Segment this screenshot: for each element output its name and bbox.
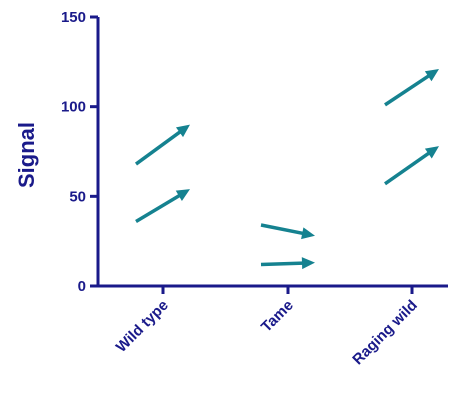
arrow-shaft (383, 151, 431, 186)
arrow-head (424, 69, 439, 82)
x-tick-label: Tame (258, 297, 297, 336)
arrow-shaft (135, 193, 181, 223)
arrow-4 (383, 146, 439, 186)
arrow-2 (260, 257, 315, 270)
y-tick-label: 50 (69, 188, 86, 205)
arrow-head (175, 124, 190, 138)
arrow-head (175, 189, 190, 201)
arrow-head (424, 146, 439, 159)
y-axis-label: Signal (14, 122, 39, 188)
y-tick-label: 150 (61, 9, 86, 26)
arrow-3 (260, 223, 315, 240)
x-tick-label: Wild type (113, 297, 172, 356)
arrow-5 (384, 69, 439, 107)
arrow-shaft (260, 261, 304, 267)
arrow-head (301, 227, 315, 240)
arrow-shaft (260, 223, 304, 236)
x-tick-label: Raging wild (349, 297, 421, 369)
axes (90, 15, 448, 294)
arrow-shaft (134, 130, 182, 166)
arrow-shaft (384, 74, 430, 107)
arrow-head (301, 257, 315, 270)
labels: 0 50 100 150 Wild type Tame Raging wild (61, 9, 421, 368)
arrow-1 (134, 124, 190, 166)
y-tick-label: 0 (78, 278, 86, 295)
y-tick-label: 100 (61, 99, 86, 116)
arrow-0 (135, 189, 190, 223)
arrows (134, 69, 439, 270)
